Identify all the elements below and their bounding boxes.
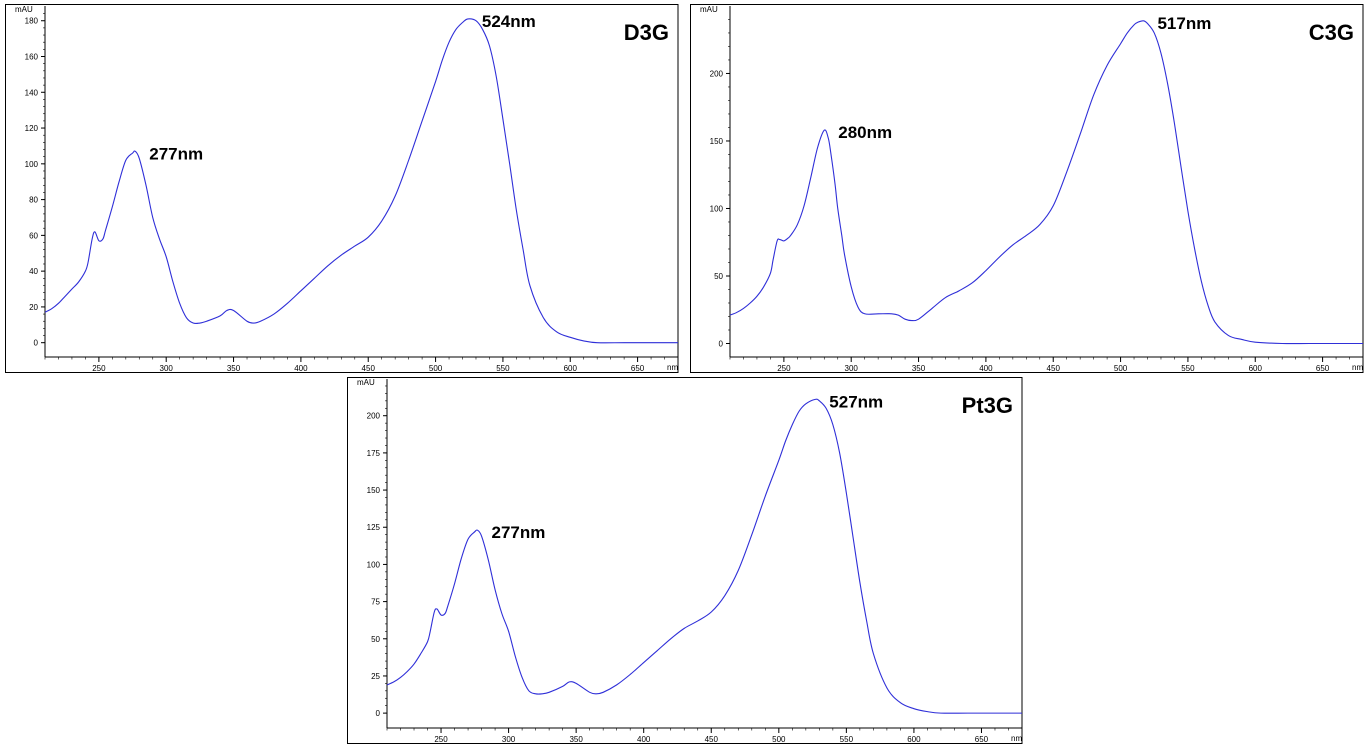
spectrum-chart-c3g: mAU nm 0 50 100 150 200 250 300 350 400 450 500 550 60… <box>690 4 1364 373</box>
chart-2-x-tick-label-1: 300 <box>502 735 516 744</box>
chart-0-x-tick-label-2: 350 <box>227 364 241 373</box>
chart-1-peak-label-1: 517nm <box>1157 14 1211 33</box>
chart-2-x-tick-label-0: 250 <box>434 735 448 744</box>
chart-1-x-tick-label-8: 650 <box>1316 364 1330 373</box>
chart-2-title: Pt3G <box>962 393 1013 418</box>
chart-1-y-tick-label-3: 150 <box>710 137 724 146</box>
chart-2-x-tick-label-7: 600 <box>907 735 921 744</box>
chart-0-y-tick-label-1: 20 <box>29 303 38 312</box>
chart-0-y-tick-label-8: 160 <box>25 53 39 62</box>
chart-0-x-tick-label-4: 450 <box>362 364 376 373</box>
chart-1-x-tick-label-6: 550 <box>1181 364 1195 373</box>
chart-1-y-tick-label-0: 0 <box>719 339 724 348</box>
chart-2-y-tick-label-4: 100 <box>367 560 381 569</box>
chart-0-x-tick-label-3: 400 <box>294 364 308 373</box>
chart-1-x-tick-label-7: 600 <box>1249 364 1263 373</box>
chart-0-frame <box>5 4 679 373</box>
chart-2-frame <box>347 377 1023 744</box>
chart-2-y-tick-label-5: 125 <box>367 523 381 532</box>
chart-2-x-unit: nm <box>1011 734 1022 743</box>
chart-2-x-tick-label-4: 450 <box>705 735 719 744</box>
chart-1-x-tick-label-3: 400 <box>979 364 993 373</box>
chart-0-peak-label-1: 524nm <box>482 12 536 31</box>
chart-2-x-tick-label-6: 550 <box>840 735 854 744</box>
chart-0-x-tick-label-8: 650 <box>631 364 645 373</box>
chart-0-x-tick-label-0: 250 <box>92 364 106 373</box>
chart-1-y-tick-label-4: 200 <box>710 69 724 78</box>
spectrum-chart-d3g: mAU nm 0 20 40 60 80 100 120 140 160 180 250 300 350 40… <box>5 4 679 373</box>
chart-2-y-tick-label-3: 75 <box>371 598 380 607</box>
chart-0-y-tick-label-4: 80 <box>29 196 38 205</box>
chart-2-x-tick-label-3: 400 <box>637 735 651 744</box>
chart-2-peak-label-0: 277nm <box>492 523 546 542</box>
chart-0-y-unit: mAU <box>15 5 33 14</box>
chart-0-y-tick-label-9: 180 <box>25 17 39 26</box>
chart-1-y-unit: mAU <box>700 5 718 14</box>
chart-0-x-tick-label-7: 600 <box>564 364 578 373</box>
chart-2-x-tick-label-8: 650 <box>975 735 989 744</box>
chart-2-y-tick-label-8: 200 <box>367 412 381 421</box>
chart-2-y-tick-label-0: 0 <box>376 709 381 718</box>
chart-panel-pt3g: mAU nm 0 25 50 75 100 125 150 175 200 250 300 350 400 4… <box>347 377 1025 747</box>
chart-1-x-tick-label-2: 350 <box>912 364 926 373</box>
chart-0-x-unit: nm <box>667 363 678 372</box>
chart-2-y-unit: mAU <box>357 378 375 387</box>
chart-1-x-tick-label-0: 250 <box>777 364 791 373</box>
chart-2-y-tick-label-6: 150 <box>367 486 381 495</box>
chart-0-peak-label-0: 277nm <box>149 144 203 163</box>
chart-0-spectrum-line <box>45 18 678 344</box>
chart-1-y-tick-label-2: 100 <box>710 204 724 213</box>
chart-2-x-tick-label-2: 350 <box>569 735 583 744</box>
chart-1-y-tick-label-1: 50 <box>714 272 723 281</box>
chart-0-y-tick-label-2: 40 <box>29 267 38 276</box>
spectrum-chart-pt3g: mAU nm 0 25 50 75 100 125 150 175 200 250 300 350 400 4… <box>347 377 1023 744</box>
chart-1-peak-label-0: 280nm <box>838 123 892 142</box>
chart-2-spectrum-line <box>387 398 1022 714</box>
chart-1-title: C3G <box>1309 20 1354 45</box>
chart-0-y-tick-label-5: 100 <box>25 160 39 169</box>
chart-0-x-tick-label-5: 500 <box>429 364 443 373</box>
chart-2-y-tick-label-1: 25 <box>371 672 380 681</box>
chart-0-title: D3G <box>624 20 669 45</box>
chart-1-x-tick-label-5: 500 <box>1114 364 1128 373</box>
chart-1-x-unit: nm <box>1352 363 1363 372</box>
chart-2-peak-label-1: 527nm <box>829 392 883 411</box>
chart-1-x-tick-label-4: 450 <box>1047 364 1061 373</box>
chart-1-frame <box>690 4 1364 373</box>
chart-2-x-tick-label-5: 500 <box>772 735 786 744</box>
chart-panel-c3g: mAU nm 0 50 100 150 200 250 300 350 400 450 500 550 60… <box>690 4 1366 376</box>
chart-panel-d3g: mAU nm 0 20 40 60 80 100 120 140 160 180 250 300 350 40… <box>5 4 681 376</box>
chart-0-y-tick-label-0: 0 <box>34 339 39 348</box>
chart-0-x-tick-label-6: 550 <box>496 364 510 373</box>
chart-0-y-tick-label-3: 60 <box>29 231 38 240</box>
chart-0-y-tick-label-7: 140 <box>25 88 39 97</box>
chart-2-y-tick-label-7: 175 <box>367 449 381 458</box>
chart-1-x-tick-label-1: 300 <box>845 364 859 373</box>
chart-1-spectrum-line <box>730 20 1363 345</box>
chart-0-x-tick-label-1: 300 <box>160 364 174 373</box>
chart-0-y-tick-label-6: 120 <box>25 124 39 133</box>
chart-2-y-tick-label-2: 50 <box>371 635 380 644</box>
